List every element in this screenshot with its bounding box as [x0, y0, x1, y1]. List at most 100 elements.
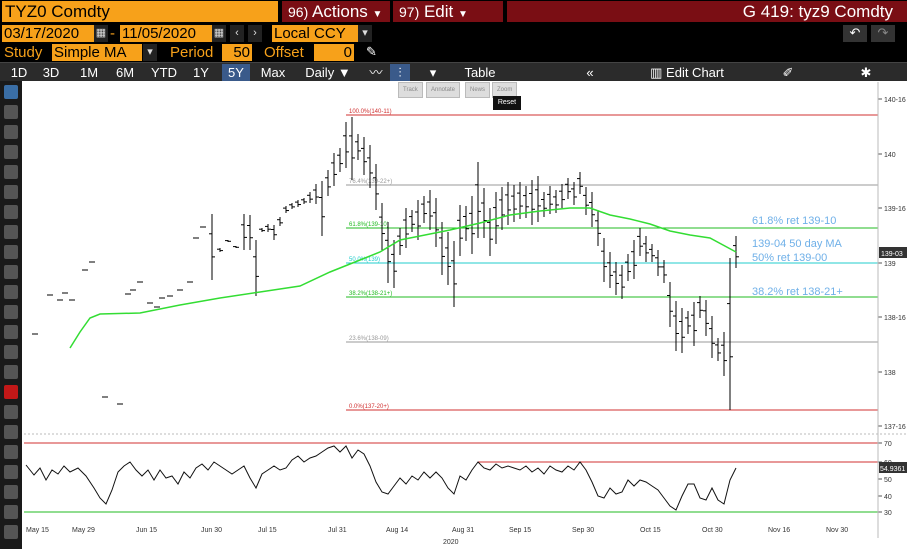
undo-redo: ↶ ↷ [839, 25, 899, 42]
line-style-icon[interactable] [4, 405, 18, 419]
fib-label: 0.0%(137-20+) [349, 404, 389, 410]
study-label: Study [4, 44, 43, 61]
calendar-icon[interactable]: ▦ [212, 25, 226, 42]
security-title: G 419: tyz9 Comdty [507, 1, 907, 22]
rectangle-icon[interactable] [4, 205, 18, 219]
date-tick-label: May 29 [72, 527, 95, 534]
delete-icon[interactable] [4, 345, 18, 359]
date-tick-label: Sep 30 [572, 527, 594, 534]
study-select[interactable]: Simple MA [52, 44, 142, 61]
range-1d[interactable]: 1D [10, 65, 28, 80]
fib-label: 38.2%(138-21+) [349, 291, 392, 297]
actions-menu[interactable]: 96) Actions ▼ [282, 1, 390, 22]
range-5y[interactable]: 5Y [222, 64, 250, 81]
pointer-icon[interactable] [4, 305, 18, 319]
frequency-label: Daily [305, 65, 335, 80]
line-chart-icon[interactable]: 〰 [369, 65, 383, 80]
color-swatch-icon[interactable] [4, 385, 18, 399]
date-tick-label: Oct 15 [640, 527, 661, 534]
currency-select[interactable]: Local CCY [272, 25, 358, 42]
range-3d[interactable]: 3D [42, 65, 60, 80]
chevron-down-icon[interactable]: ▾ [429, 65, 437, 80]
chart-area [0, 81, 907, 549]
mini-tool-annotate[interactable]: Annotate [426, 82, 461, 98]
prev-arrow-icon[interactable]: ‹ [230, 25, 244, 42]
ruler-icon[interactable] [4, 265, 18, 279]
trendline-icon[interactable] [4, 125, 18, 139]
date-tick-label: Jun 30 [201, 527, 222, 534]
price-tick-label: 140-16 [884, 97, 906, 104]
gear-icon[interactable] [4, 525, 18, 539]
mini-tool-news[interactable]: News [465, 82, 491, 98]
fib-label: 23.6%(138-09) [349, 336, 389, 342]
annotation-label: 50% ret 139-00 [752, 252, 827, 264]
ticker-field[interactable]: TYZ0 Comdty [2, 1, 278, 22]
range-1m[interactable]: 1M [79, 65, 99, 80]
edit-number: 97) [399, 4, 420, 20]
settings-small-icon[interactable] [4, 485, 18, 499]
gear-icon[interactable]: ✱ [860, 65, 872, 80]
frequency-select[interactable]: Daily ▼ [298, 64, 358, 81]
offset-field[interactable]: 0 [314, 44, 354, 61]
move-icon[interactable] [4, 285, 18, 299]
range-ytd[interactable]: YTD [151, 65, 177, 80]
draw-icon[interactable]: ✐ [782, 65, 794, 80]
price-axis: 140-16 140 139-16 139 138-16 138 137-16 139-03 [878, 97, 907, 431]
rsi-tick-label: 40 [884, 494, 892, 501]
next-arrow-icon[interactable]: › [248, 25, 262, 42]
offset-label: Offset [264, 44, 304, 61]
chevron-down-icon[interactable]: ▾ [358, 25, 372, 42]
pen-icon[interactable] [4, 225, 18, 239]
fib-label: 61.8%(139-10) [349, 222, 389, 228]
edit-menu[interactable]: 97) Edit ▼ [393, 1, 503, 22]
date-tick-label: Sep 15 [509, 527, 531, 534]
pencil-icon[interactable]: ✎ [366, 44, 377, 59]
cursor-icon[interactable] [4, 85, 18, 99]
range-1y[interactable]: 1Y [193, 65, 209, 80]
note-icon[interactable] [4, 425, 18, 439]
chevron-down-icon: ▼ [337, 65, 351, 80]
hide-icon[interactable] [4, 465, 18, 479]
rsi-last-label: 54.9361 [880, 466, 905, 473]
period-field[interactable]: 50 [222, 44, 252, 61]
annotate-icon[interactable] [4, 365, 18, 379]
crosshair-icon[interactable] [4, 105, 18, 119]
fib-label: 76.4%(139-22+) [349, 179, 392, 185]
chevron-down-icon[interactable]: ▾ [143, 44, 157, 61]
text-icon[interactable] [4, 325, 18, 339]
date-tick-label: Aug 14 [386, 527, 408, 534]
table-button[interactable]: Table [464, 65, 496, 80]
end-date-field[interactable]: 11/05/2020 [120, 25, 212, 42]
bar-chart-icon[interactable]: ⫶ [390, 64, 410, 81]
reset-button[interactable]: Reset [493, 96, 521, 110]
channel-icon[interactable] [4, 185, 18, 199]
price-tick-label: 139-16 [884, 206, 906, 213]
date-tick-label: Nov 30 [826, 527, 848, 534]
range-max[interactable]: Max [260, 65, 286, 80]
range-6m[interactable]: 6M [115, 65, 135, 80]
title-bar: TYZ0 Comdty 96) Actions ▼ 97) Edit ▼ G 4… [0, 0, 907, 23]
actions-label: Actions [312, 2, 368, 21]
calendar-icon[interactable]: ▦ [94, 25, 108, 42]
moving-average-line [69, 207, 737, 349]
edit-chart-icon: ▥ [650, 65, 663, 80]
undo-icon[interactable]: ↶ [843, 25, 867, 42]
eye-icon[interactable] [4, 445, 18, 459]
annotations: 61.8% ret 139-10 139-04 50 day MA 50% ret … [752, 215, 843, 298]
edit-chart-button[interactable]: ▥ Edit Chart [632, 64, 742, 81]
last-price-tag [879, 247, 907, 258]
start-date-field[interactable]: 03/17/2020 [2, 25, 94, 42]
fib-icon[interactable] [4, 165, 18, 179]
lock-icon[interactable] [4, 505, 18, 519]
line-icon[interactable] [4, 245, 18, 259]
last-price-label: 139-03 [881, 251, 903, 258]
rsi-panel: 706050403054.9361 [24, 441, 907, 517]
date-tick-label: May 15 [26, 527, 49, 534]
hline-icon[interactable] [4, 145, 18, 159]
chart-toolbar: 1D 3D 1M 6M YTD 1Y 5Y Max Daily ▼ 〰 ⫶ ▾ … [0, 62, 907, 82]
redo-icon[interactable]: ↷ [871, 25, 895, 42]
collapse-icon[interactable]: « [586, 65, 594, 80]
mini-tool-track[interactable]: Track [398, 82, 423, 98]
annotation-label: 38.2% ret 138-21+ [752, 286, 843, 298]
fib-label: 100.0%(140-11) [349, 109, 392, 115]
